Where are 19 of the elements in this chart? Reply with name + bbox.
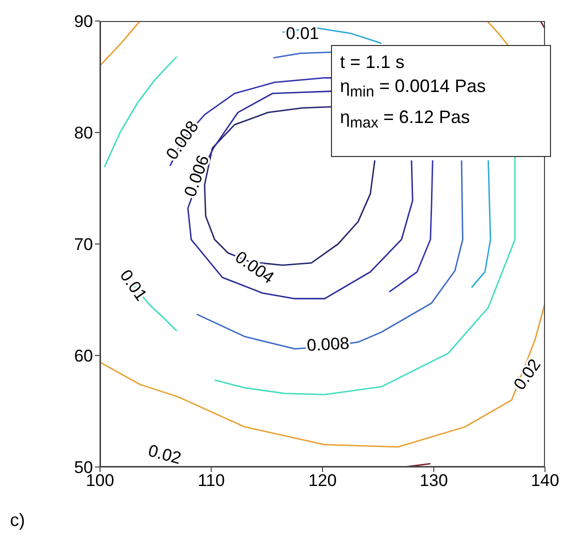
annotation: t = 1.1 s	[340, 51, 406, 74]
y-tick-label: 70	[74, 235, 93, 254]
annotation: 0.02	[146, 441, 184, 469]
text: c)	[10, 510, 25, 531]
info-box: t = 1.1 s η$_{min}$ = 0.0014 Pas η$_{max}$ = 6.12 Pas	[331, 45, 551, 157]
x-tick-label: 140	[530, 471, 560, 490]
x-tick-label: 120	[308, 471, 337, 490]
annotation: 0.008	[306, 334, 350, 355]
y-tick-label: 60	[74, 346, 93, 366]
annotation: 0.01	[286, 24, 320, 43]
line-series	[214, 156, 516, 396]
line-series	[470, 160, 492, 288]
line-series	[388, 160, 434, 293]
annotation: η$_{min}$ = 0.0014 Pas	[340, 75, 487, 103]
y-tick-label: 90	[74, 12, 93, 32]
y-tick-label: 80	[74, 124, 93, 143]
x-tick-label: 110	[198, 471, 225, 490]
annotation: η$_{max}$ = 6.12 Pas	[340, 106, 471, 134]
x-tick-label: 130	[420, 471, 448, 490]
